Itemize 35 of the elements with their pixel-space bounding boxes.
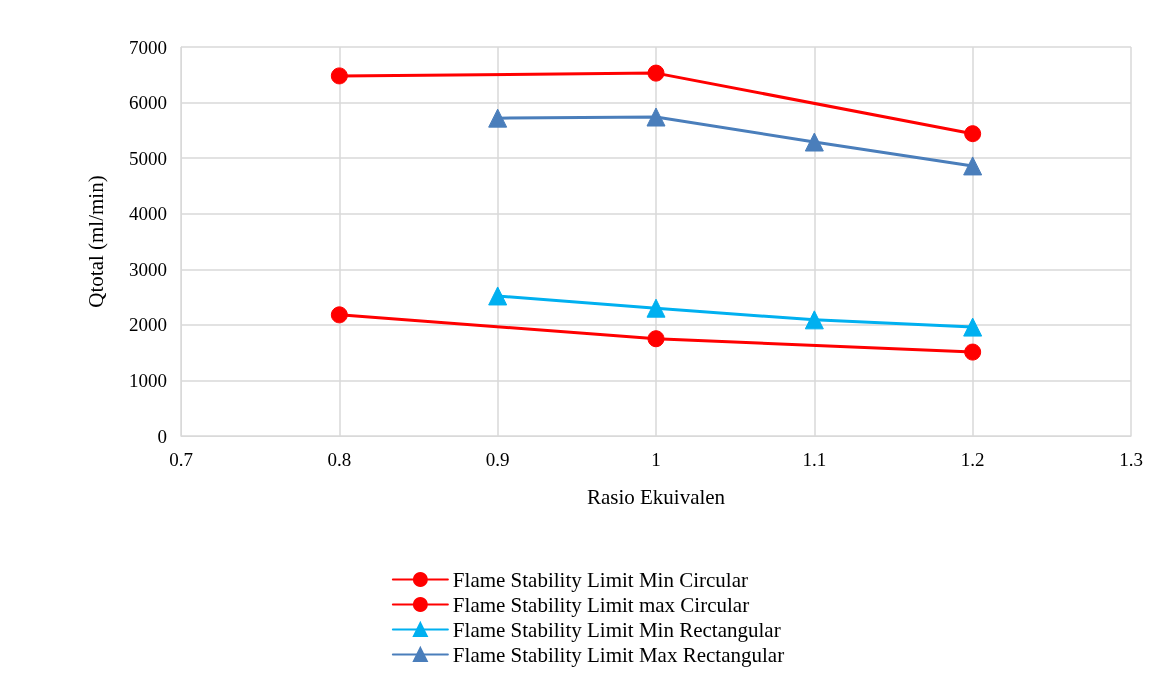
legend-label: Flame Stability Limit Min Rectangular (452, 617, 781, 642)
y-axis-title: Qtotal (ml/min) (83, 175, 108, 308)
point (646, 107, 666, 127)
point (330, 67, 348, 85)
point (804, 132, 824, 152)
x-tick-label: 0.8 (327, 449, 352, 470)
y-tick-label: 5000 (129, 147, 167, 169)
y-tick-label: 2000 (129, 314, 167, 336)
x-axis-title: Rasio Ekuivalen (586, 484, 726, 509)
point (964, 125, 982, 143)
point (963, 156, 983, 176)
y-tick-label: 1000 (129, 369, 167, 391)
x-tick-label: 1 (651, 449, 661, 470)
y-tick-label: 0 (157, 425, 167, 447)
legend-label: Flame Stability Limit Min Circular (452, 567, 749, 592)
point (488, 108, 508, 128)
y-tick-label: 3000 (129, 258, 167, 280)
legend-label: Flame Stability Limit max Circular (452, 592, 750, 617)
y-tick-label: 6000 (129, 92, 167, 114)
y-tick-label: 7000 (129, 36, 167, 58)
point (488, 286, 508, 306)
y-tick-label: 4000 (129, 203, 167, 225)
x-tick-label: 0.7 (169, 449, 193, 470)
point (330, 306, 348, 324)
x-tick-label: 1.1 (802, 449, 827, 470)
point (647, 64, 665, 82)
x-tick-label: 1.3 (1119, 449, 1143, 470)
point (963, 317, 983, 337)
point (964, 343, 982, 361)
point (646, 298, 666, 318)
x-tick-label: 1.2 (960, 449, 985, 470)
point (647, 330, 665, 348)
legend-label: Flame Stability Limit Max Rectangular (452, 642, 785, 667)
point (804, 310, 824, 330)
x-tick-label: 0.9 (485, 449, 510, 470)
